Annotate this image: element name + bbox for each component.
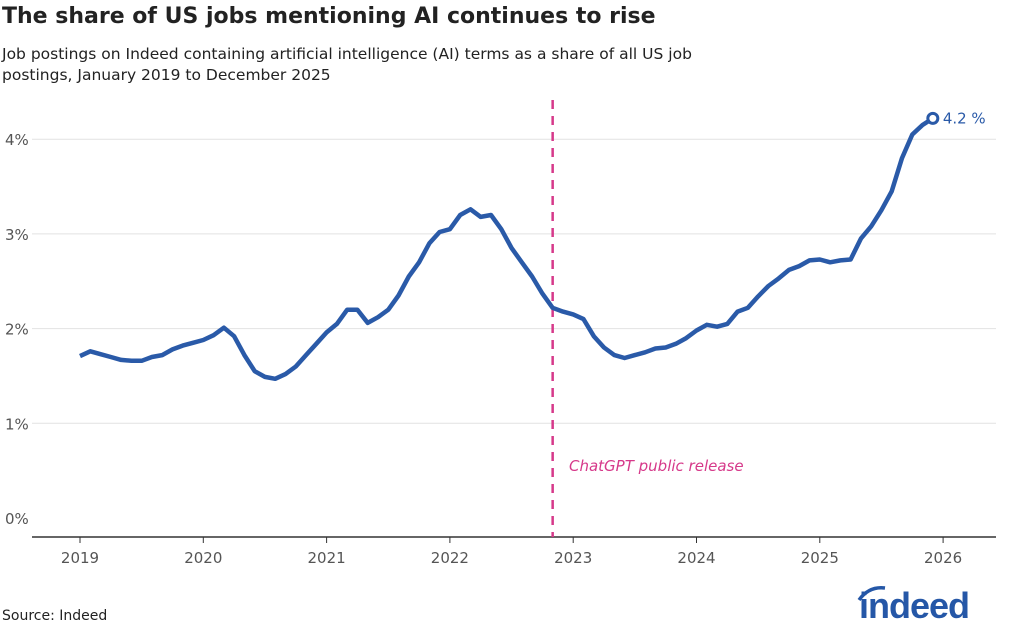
x-tick-label: 2023: [554, 549, 592, 567]
svg-text:indeed: indeed: [859, 585, 969, 626]
x-tick-label: 2020: [184, 549, 222, 567]
chart-title: The share of US jobs mentioning AI conti…: [2, 4, 656, 29]
x-tick-label: 2024: [677, 549, 715, 567]
gridlines: [32, 138, 996, 424]
chart-subtitle: Job postings on Indeed containing artifi…: [2, 45, 692, 84]
x-tick-label: 2025: [801, 549, 839, 567]
source-note: Source: Indeed: [2, 608, 108, 624]
y-tick-label: 2%: [5, 321, 29, 339]
chatgpt-release-label: ChatGPT public release: [569, 457, 744, 475]
x-axis-ticks: 2019 2020 2021 2022 2023 2024 2025 2026: [61, 537, 962, 567]
y-tick-label: 3%: [5, 226, 29, 244]
y-tick-label: 4%: [5, 131, 29, 149]
indeed-logo: indeed: [855, 582, 995, 630]
y-axis-ticks: 0% 1% 2% 3% 4%: [5, 131, 29, 528]
y-tick-label: 0%: [5, 510, 29, 528]
y-tick-label: 1%: [5, 415, 29, 433]
x-tick-label: 2022: [431, 549, 469, 567]
x-tick-label: 2019: [61, 549, 99, 567]
x-tick-label: 2026: [924, 549, 962, 567]
x-tick-label: 2021: [308, 549, 346, 567]
series-end-label: 4.2 %: [943, 109, 986, 127]
series-end-marker: [926, 111, 940, 125]
series-line-ai-share: [79, 116, 935, 382]
